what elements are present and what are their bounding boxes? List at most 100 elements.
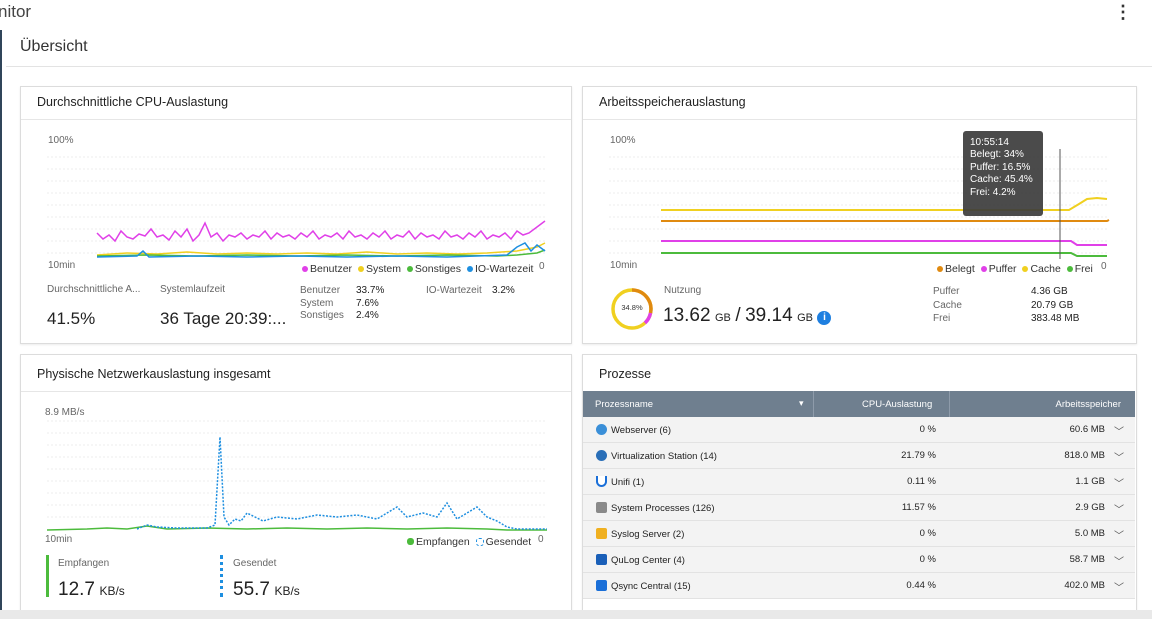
process-row[interactable]: Syslog Server (2) 0 % 5.0 MB ﹀ [583, 521, 1135, 547]
memory-usage-summary: 13.62 GB / 39.14 GB i [663, 305, 832, 327]
cpu-stat-value: 7.6% [356, 297, 379, 309]
process-cpu: 0 % [919, 528, 936, 539]
cpu-stat-label: Benutzer [300, 285, 341, 296]
process-name: System Processes (126) [596, 502, 714, 514]
legend-dot [466, 265, 473, 272]
chevron-down-icon[interactable]: ﹀ [1114, 531, 1124, 542]
tooltip-line: Cache: 45.4% [970, 174, 1033, 186]
process-name-text: Virtualization Station (14) [611, 451, 717, 462]
memory-detail-labels: Puffer Cache Frei [933, 285, 962, 326]
process-memory: 402.0 MB [1064, 580, 1105, 591]
process-row[interactable]: Unifi (1) 0.11 % 1.1 GB ﹀ [583, 469, 1135, 495]
tooltip-line: Puffer: 16.5% [970, 161, 1031, 173]
process-name: Virtualization Station (14) [596, 450, 717, 462]
app-title: nitor [0, 2, 32, 21]
memory-detail-value: 383.48 MB [1031, 313, 1080, 324]
sort-caret-icon[interactable]: ▾ [799, 398, 804, 408]
process-name: Unifi (1) [596, 476, 644, 488]
rx-label: Empfangen [58, 558, 110, 569]
memory-detail-values: 4.36 GB 20.79 GB 383.48 MB [1031, 285, 1079, 326]
process-row[interactable]: QuLog Center (4) 0 % 58.7 MB ﹀ [583, 547, 1135, 573]
process-row[interactable]: Virtualization Station (14) 21.79 % 818.… [583, 443, 1135, 469]
column-header-process-name[interactable]: Prozessname [595, 399, 654, 410]
chevron-down-icon[interactable]: ﹀ [1114, 479, 1124, 490]
cpu-series-benutzer [96, 220, 546, 243]
column-header-cpu[interactable]: CPU-Auslastung [862, 399, 933, 410]
chevron-down-icon[interactable]: ﹀ [1114, 427, 1124, 438]
rx-rate: 12.7 KB/s [58, 579, 125, 601]
cpu-stat-values: 33.7% 7.6% 2.4% [356, 285, 384, 323]
legend-item: Frei [1074, 263, 1093, 275]
legend-dot [475, 537, 484, 546]
used-unit: GB [715, 312, 731, 324]
process-memory: 2.9 GB [1075, 502, 1105, 513]
rx-indicator-bar [46, 555, 49, 597]
process-cpu: 0 % [919, 554, 936, 565]
memory-detail-label: Puffer [933, 286, 960, 297]
separator: / [735, 305, 741, 326]
process-name-text: Syslog Server (2) [611, 529, 685, 540]
column-header-memory[interactable]: Arbeitsspeicher [1055, 399, 1121, 410]
legend-dot [406, 265, 413, 272]
legend-item: Empfangen [416, 536, 470, 548]
chevron-down-icon[interactable]: ﹀ [1114, 557, 1124, 568]
column-divider [949, 391, 950, 417]
divider [6, 66, 1152, 67]
legend-item: Gesendet [485, 536, 532, 548]
network-x-left-label: 10min [45, 534, 73, 545]
memory-card-title: Arbeitsspeicherauslastung [599, 95, 746, 109]
network-series-gesendet [136, 436, 547, 530]
process-name-text: Webserver (6) [611, 425, 672, 436]
legend-item: IO-Wartezeit [474, 263, 534, 275]
memory-detail-label: Frei [933, 313, 951, 324]
info-icon[interactable]: i [817, 311, 832, 325]
cpu-stat-label: Sonstiges [300, 310, 344, 321]
process-name-text: QuLog Center (4) [611, 555, 685, 566]
network-legend: Empfangen Gesendet [404, 536, 531, 548]
process-row[interactable]: Webserver (6) 0 % 60.6 MB ﹀ [583, 417, 1135, 443]
cpu-chart [47, 156, 547, 258]
process-memory: 58.7 MB [1069, 554, 1105, 565]
cpu-series-io-wartezeit [96, 242, 546, 258]
kebab-menu-icon[interactable]: ⋮ [1114, 2, 1132, 22]
legend-dot [407, 538, 414, 546]
process-row[interactable]: System Processes (126) 11.57 % 2.9 GB ﹀ [583, 495, 1135, 521]
processes-card-title: Prozesse [599, 367, 652, 381]
legend-item: System [365, 263, 401, 275]
network-series-empfangen [47, 525, 547, 531]
process-name: Qsync Central (15) [596, 580, 691, 592]
legend-item: Sonstiges [414, 263, 462, 275]
cpu-stat-value: 33.7% [356, 285, 385, 296]
process-cpu: 0.44 % [906, 580, 936, 591]
memory-detail-value: 4.36 GB [1031, 286, 1068, 297]
divider [583, 119, 1136, 120]
process-name-text: System Processes (126) [611, 503, 715, 514]
process-memory: 60.6 MB [1069, 424, 1105, 435]
legend-dot [302, 265, 308, 272]
tx-label: Gesendet [233, 558, 277, 569]
webserver-icon [596, 424, 607, 435]
cpu-x-right-label: 0 [539, 261, 545, 272]
cpu-avg-value: 41.5% [47, 309, 96, 328]
chevron-down-icon[interactable]: ﹀ [1114, 583, 1124, 594]
chevron-down-icon[interactable]: ﹀ [1114, 505, 1124, 516]
io-wait-label: IO-Wartezeit [426, 285, 482, 296]
cpu-avg-label: Durchschnittliche A... [47, 284, 141, 295]
divider [21, 119, 571, 120]
process-name-text: Qsync Central (15) [611, 581, 691, 592]
network-y-top-label: 8.9 MB/s [45, 407, 85, 418]
cpu-grid [47, 156, 547, 254]
chevron-down-icon[interactable]: ﹀ [1114, 453, 1124, 464]
processes-table-header: Prozessname ▾ CPU-Auslastung Arbeitsspei… [583, 391, 1135, 417]
process-memory: 1.1 GB [1075, 476, 1105, 487]
process-memory: 5.0 MB [1074, 528, 1105, 539]
ring-value: 34.8% [621, 303, 643, 312]
io-wait-value: 3.2% [492, 285, 515, 296]
memory-legend: Belegt Puffer Cache Frei [934, 263, 1093, 275]
process-row[interactable]: Qsync Central (15) 0.44 % 402.0 MB ﹀ [583, 573, 1135, 599]
network-grid [47, 420, 547, 518]
legend-item: Puffer [988, 263, 1017, 275]
legend-item: Belegt [945, 263, 975, 275]
tooltip-line: Belegt: 34% [970, 149, 1024, 161]
legend-dot [980, 265, 987, 272]
